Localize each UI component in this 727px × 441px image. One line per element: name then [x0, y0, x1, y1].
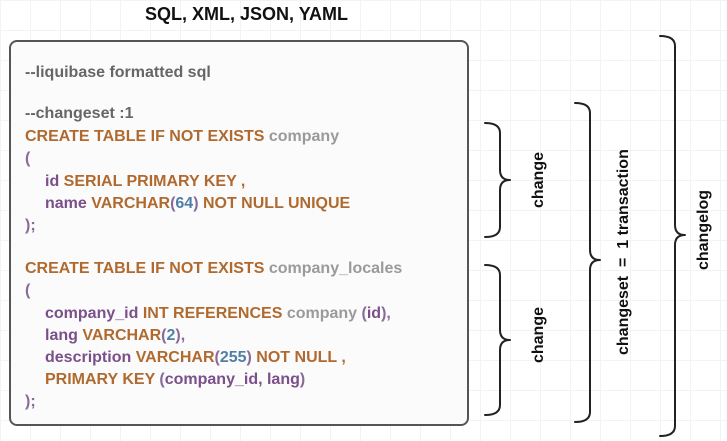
change-1-brace	[484, 122, 511, 238]
column-id: id SERIAL PRIMARY KEY ,	[45, 173, 245, 191]
open-paren: (	[25, 150, 31, 167]
change-label-2: change	[530, 307, 547, 364]
paren: ),	[381, 305, 391, 322]
comment-changeset: --changeset :1	[25, 105, 134, 122]
changeset-brace	[574, 102, 601, 423]
column-lang: lang VARCHAR(2),	[45, 327, 185, 345]
change-2-brace	[484, 264, 511, 416]
primary-key-keyword: PRIMARY KEY	[45, 371, 160, 388]
sql-keyword: CREATE TABLE IF NOT EXISTS	[25, 128, 269, 145]
column-name-row: name VARCHAR(64) NOT NULL UNIQUE	[45, 195, 350, 213]
paren: (	[161, 327, 167, 344]
changelog-label: changelog	[695, 190, 712, 271]
column-name: description	[45, 349, 136, 366]
column-type: VARCHAR	[135, 349, 215, 366]
paren: )	[246, 349, 252, 366]
referenced-table: company	[286, 305, 362, 322]
column-constraint: NOT NULL ,	[251, 349, 346, 366]
paren: (	[159, 371, 165, 388]
changelog-brace	[659, 35, 686, 437]
column-type: SERIAL PRIMARY KEY ,	[63, 173, 246, 190]
primary-key-row: PRIMARY KEY (company_id, lang)	[45, 371, 305, 389]
close-paren: );	[25, 393, 36, 410]
column-description: description VARCHAR(255) NOT NULL ,	[45, 349, 346, 367]
column-company-id: company_id INT REFERENCES company (id),	[45, 305, 391, 323]
paren: )	[299, 371, 306, 388]
sql-keyword: CREATE TABLE IF NOT EXISTS	[25, 260, 269, 277]
paren: (	[170, 195, 176, 212]
column-type: INT REFERENCES	[142, 305, 287, 322]
type-length: 255	[219, 349, 247, 366]
comment-title: --liquibase formatted sql	[25, 64, 211, 81]
referenced-column: id	[366, 305, 382, 322]
paren: (	[361, 305, 367, 322]
change-label-1: change	[530, 152, 547, 209]
create-table-company: CREATE TABLE IF NOT EXISTS company	[25, 128, 339, 146]
changeset-label: changeset = 1 transaction	[615, 149, 632, 355]
type-length: 2	[166, 327, 176, 344]
open-paren: (	[25, 282, 31, 299]
column-name: id	[45, 173, 64, 190]
paren: ),	[175, 327, 186, 344]
sql-code-box: --liquibase formatted sql --changeset :1…	[9, 40, 469, 426]
paren: (	[214, 349, 220, 366]
close-paren: );	[25, 217, 36, 234]
table-name: company	[268, 128, 340, 145]
column-name: lang	[45, 327, 83, 344]
table-name: company_locales	[268, 260, 403, 277]
formats-title: SQL, XML, JSON, YAML	[145, 4, 349, 24]
paren: )	[193, 195, 199, 212]
column-type: VARCHAR	[82, 327, 162, 344]
column-name: name	[45, 195, 92, 212]
primary-key-columns: company_id, lang	[164, 371, 300, 388]
column-type: VARCHAR	[91, 195, 171, 212]
column-constraint: NOT NULL UNIQUE	[198, 195, 351, 212]
type-length: 64	[175, 195, 194, 212]
column-name: company_id	[45, 305, 143, 322]
create-table-company-locales: CREATE TABLE IF NOT EXISTS company_local…	[25, 260, 402, 278]
